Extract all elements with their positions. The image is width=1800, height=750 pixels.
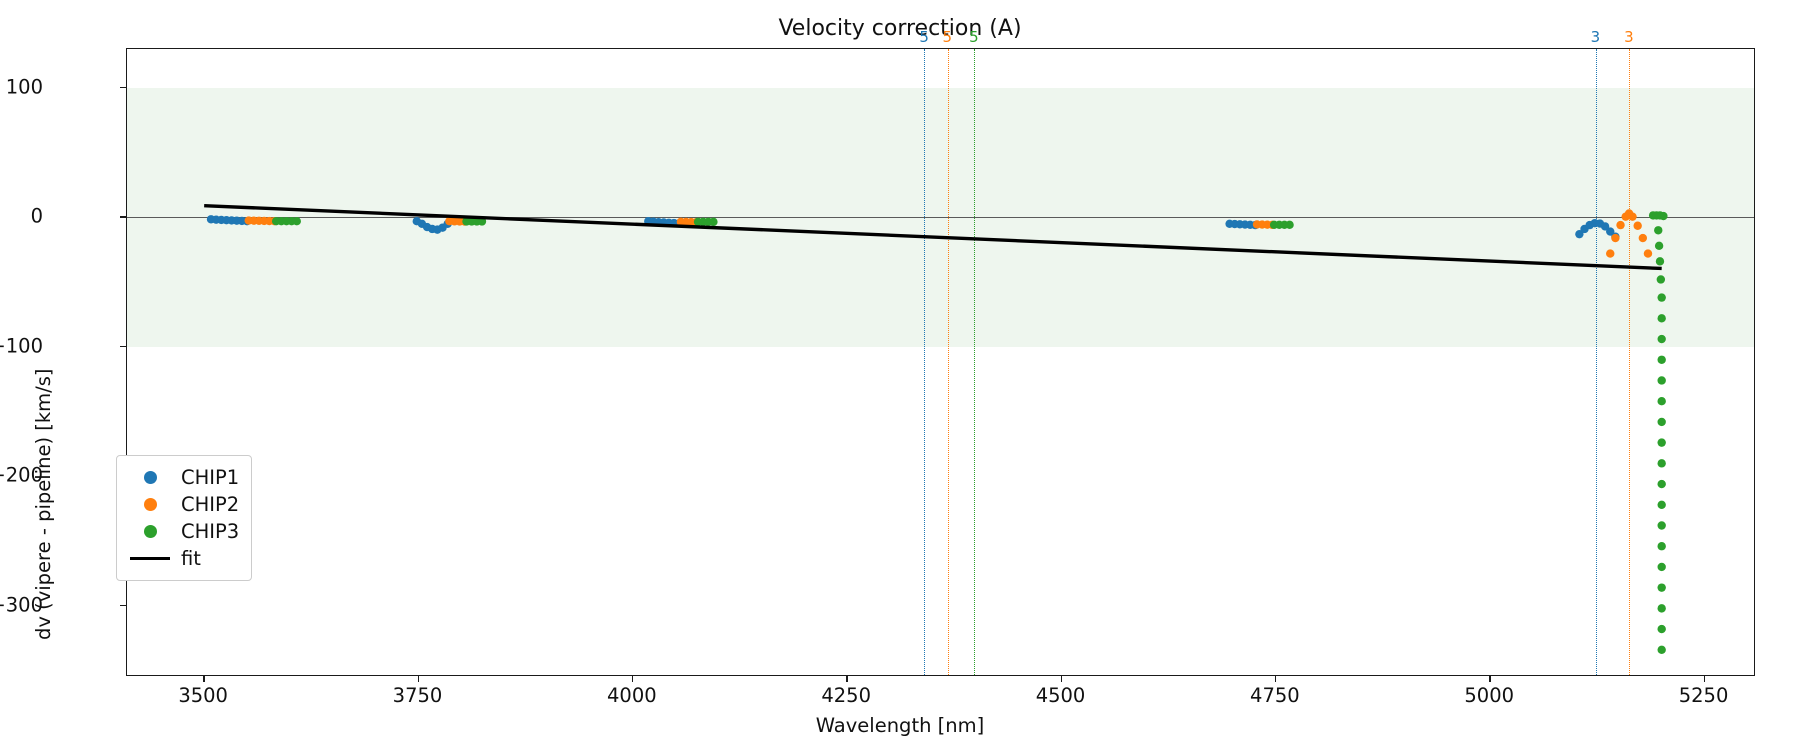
series-chip3 bbox=[271, 211, 1668, 655]
x-tick-label: 4500 bbox=[1035, 684, 1086, 707]
x-axis-label: Wavelength [nm] bbox=[815, 714, 985, 737]
data-point bbox=[709, 217, 718, 227]
legend-item-chip1[interactable]: CHIP1 bbox=[127, 464, 239, 491]
y-tick-label: −300 bbox=[0, 593, 43, 617]
data-point bbox=[1657, 624, 1666, 634]
vertical-marker-line bbox=[947, 49, 949, 675]
data-point bbox=[1659, 211, 1668, 221]
data-point bbox=[1657, 396, 1666, 406]
data-point bbox=[1657, 542, 1666, 551]
data-point bbox=[1657, 562, 1666, 572]
data-point bbox=[1616, 220, 1625, 230]
data-point bbox=[1657, 604, 1666, 613]
y-tick-label: 0 bbox=[30, 204, 43, 228]
x-tick-label: 5000 bbox=[1464, 684, 1515, 707]
data-point bbox=[1654, 241, 1664, 251]
vertical-marker-label: 3 bbox=[1590, 28, 1601, 46]
data-point bbox=[1657, 645, 1666, 655]
x-tick-mark bbox=[1703, 676, 1706, 682]
y-axis-label: dv (vipere - pipeline) [km/s] bbox=[32, 368, 55, 640]
y-tick-label: −100 bbox=[0, 334, 43, 358]
x-tick-label: 3500 bbox=[178, 684, 228, 707]
legend: CHIP1 CHIP2 CHIP3 fit bbox=[116, 455, 253, 581]
data-point bbox=[1657, 438, 1666, 447]
zero-reference-line bbox=[127, 217, 1754, 219]
x-tick-label: 5250 bbox=[1678, 684, 1729, 707]
fit-line bbox=[204, 203, 1662, 271]
legend-label: CHIP1 bbox=[181, 466, 240, 489]
data-point bbox=[1657, 500, 1666, 509]
legend-label: CHIP3 bbox=[181, 520, 240, 543]
x-tick-mark bbox=[1060, 676, 1063, 682]
x-tick-label: 3750 bbox=[392, 684, 443, 707]
vertical-marker-line bbox=[1629, 49, 1631, 675]
x-tick-mark bbox=[1274, 676, 1277, 682]
data-point bbox=[1606, 227, 1615, 236]
data-point bbox=[1628, 212, 1637, 221]
legend-label: CHIP2 bbox=[181, 493, 240, 516]
x-tick-label: 4750 bbox=[1250, 684, 1300, 707]
plot-axes bbox=[126, 48, 1755, 676]
y-tick-mark bbox=[120, 216, 126, 218]
y-tick-mark bbox=[120, 345, 126, 348]
data-point bbox=[1657, 293, 1666, 302]
data-point bbox=[1657, 334, 1666, 344]
data-point bbox=[1656, 275, 1666, 284]
chart-title: Velocity correction (A) bbox=[778, 16, 1022, 41]
y-tick-mark bbox=[120, 604, 126, 607]
data-point bbox=[1657, 314, 1666, 323]
data-point bbox=[1654, 226, 1663, 235]
data-point bbox=[1657, 417, 1666, 427]
vertical-marker-label: 5 bbox=[919, 28, 929, 46]
x-tick-mark bbox=[417, 676, 420, 682]
data-point bbox=[1575, 229, 1584, 239]
legend-dot-icon bbox=[127, 498, 173, 511]
legend-dot-icon bbox=[127, 471, 173, 484]
y-tick-label: −200 bbox=[0, 463, 43, 487]
data-point bbox=[1638, 233, 1648, 243]
vertical-marker-line bbox=[1595, 49, 1597, 675]
data-point bbox=[1657, 355, 1666, 364]
data-layer bbox=[204, 203, 1668, 655]
legend-line-icon bbox=[127, 556, 173, 561]
data-point bbox=[1657, 521, 1666, 530]
x-tick-label: 4000 bbox=[607, 684, 657, 707]
x-tick-label: 4250 bbox=[821, 684, 872, 707]
vertical-marker-label: 5 bbox=[942, 28, 953, 46]
legend-item-fit[interactable]: fit bbox=[127, 545, 239, 572]
y-tick-label: 100 bbox=[5, 75, 43, 99]
x-tick-mark bbox=[1489, 676, 1491, 682]
data-point bbox=[1600, 222, 1610, 231]
legend-label: fit bbox=[181, 547, 201, 570]
data-point bbox=[1285, 220, 1294, 230]
data-point bbox=[1611, 233, 1620, 243]
data-point bbox=[292, 217, 301, 226]
legend-dot-icon bbox=[127, 525, 173, 538]
data-point bbox=[1643, 249, 1653, 258]
data-point bbox=[1657, 459, 1666, 468]
legend-item-chip3[interactable]: CHIP3 bbox=[127, 518, 239, 545]
data-point bbox=[1657, 376, 1666, 385]
data-point bbox=[1657, 583, 1666, 592]
x-tick-mark bbox=[203, 676, 205, 682]
data-point bbox=[1657, 479, 1666, 489]
vertical-marker-line bbox=[924, 49, 926, 675]
vertical-marker-line bbox=[974, 49, 976, 675]
data-point bbox=[1655, 257, 1665, 266]
y-tick-mark bbox=[120, 86, 126, 89]
x-tick-mark bbox=[631, 676, 634, 682]
vertical-marker-label: 5 bbox=[969, 28, 979, 46]
data-point bbox=[1633, 221, 1642, 230]
vertical-marker-label: 3 bbox=[1624, 28, 1634, 46]
legend-item-chip2[interactable]: CHIP2 bbox=[127, 491, 239, 518]
data-point bbox=[1606, 249, 1615, 258]
x-tick-mark bbox=[846, 676, 848, 682]
